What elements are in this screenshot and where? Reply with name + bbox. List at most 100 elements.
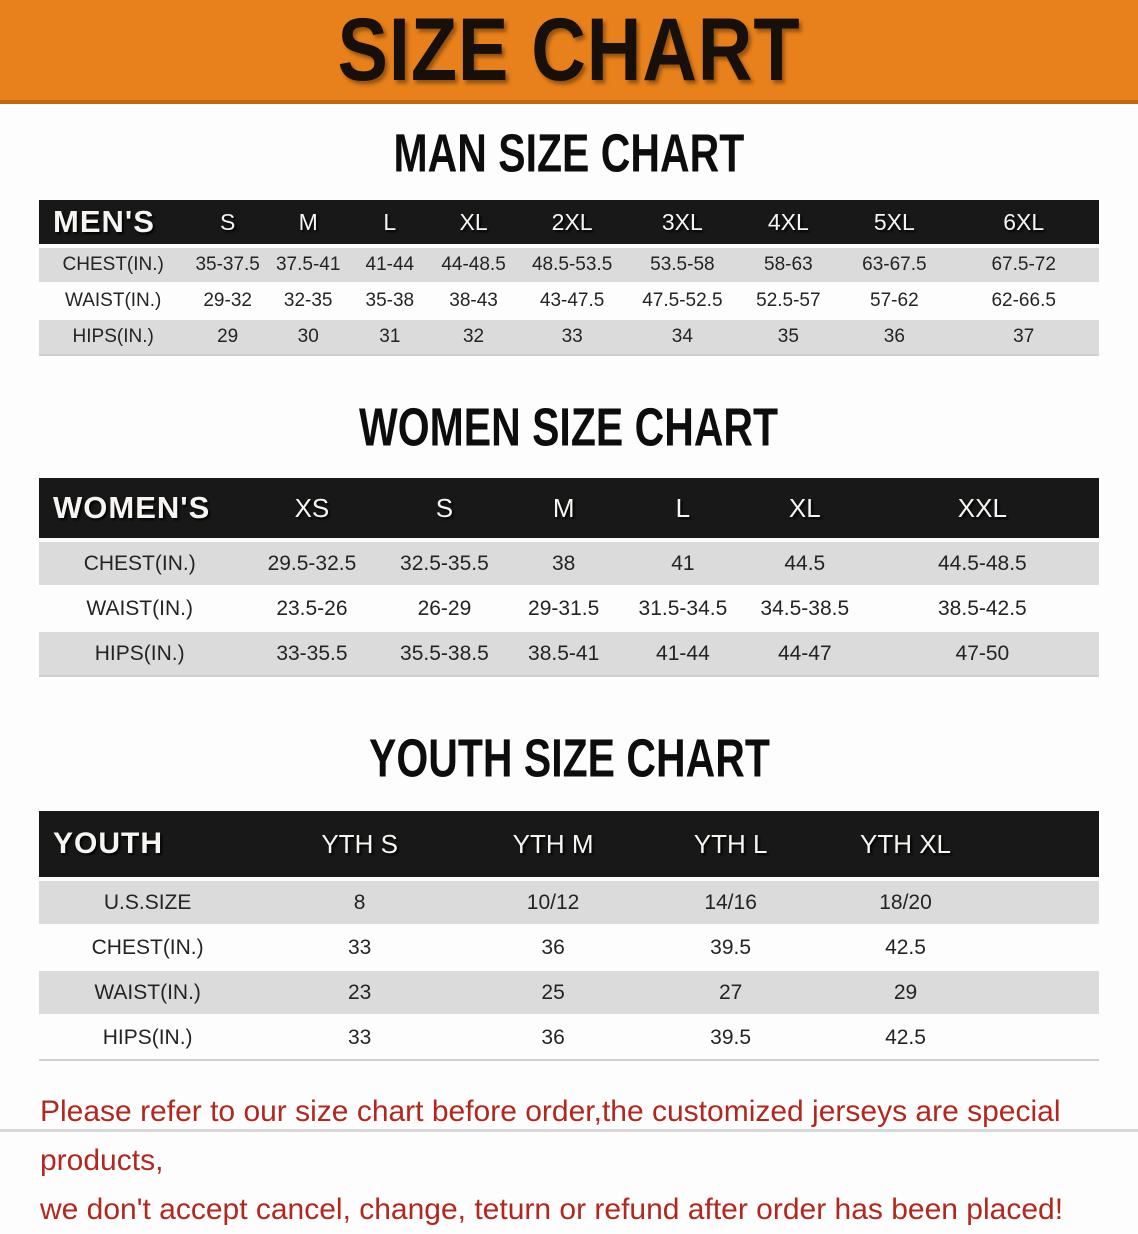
measurement-value-cell: 43-47.5 — [515, 283, 629, 320]
size-chart-banner: SIZE CHART — [0, 0, 1138, 104]
measurement-value-cell: 31.5-34.5 — [621, 586, 744, 632]
disclaimer-text: Please refer to our size chart before or… — [40, 1087, 1138, 1234]
measurement-value-cell: 10/12 — [462, 879, 644, 926]
measurement-value-cell: 33 — [515, 319, 629, 356]
measurement-value-cell: 36 — [840, 319, 949, 356]
table-title-cell: WOMEN'S — [39, 478, 241, 542]
measurement-value-cell: 53.5-58 — [628, 246, 737, 284]
size-header-cell: YTH XL — [818, 811, 993, 881]
size-header-cell: 2XL — [515, 200, 629, 248]
size-header-cell: 5XL — [840, 200, 949, 248]
banner-title: SIZE CHART — [337, 0, 801, 100]
measurement-value-cell — [992, 1015, 1099, 1061]
measurement-value-cell — [992, 879, 1099, 926]
measurement-value-cell: 38-43 — [431, 283, 516, 320]
women-size-section: WOMEN SIZE CHART WOMEN'S XS S M L XL XXL CHEST(… — [0, 396, 1138, 677]
size-header-cell: YTH S — [256, 811, 463, 881]
row-label-cell: WAIST(IN.) — [39, 586, 241, 632]
measurement-value-cell: 37.5-41 — [267, 246, 349, 284]
measurement-value-cell: 29-31.5 — [505, 586, 622, 632]
size-header-cell — [992, 811, 1099, 881]
measurement-value-cell: 33 — [256, 925, 463, 971]
disclaimer-line-2: we don't accept cancel, change, teturn o… — [40, 1193, 1064, 1226]
men-size-section: MAN SIZE CHART MEN'S S M L XL 2XL 3XL 4XL 5XL 6XL… — [0, 123, 1138, 356]
women-section-heading-text: WOMEN SIZE CHART — [359, 396, 779, 458]
measurement-value-cell: 67.5-72 — [948, 246, 1099, 284]
size-header-cell: L — [348, 200, 432, 248]
measurement-value-cell: 41-44 — [621, 631, 744, 677]
measurement-value-cell: 29.5-32.5 — [240, 540, 384, 587]
measurement-value-cell: 44.5-48.5 — [865, 540, 1099, 587]
measurement-value-cell: 26-29 — [383, 586, 506, 632]
table-row: HIPS(IN.) 29 30 31 32 33 34 35 36 37 — [39, 319, 1099, 356]
row-label-cell: WAIST(IN.) — [39, 970, 257, 1016]
row-label-cell: WAIST(IN.) — [39, 283, 188, 320]
measurement-value-cell: 38 — [505, 540, 622, 587]
measurement-value-cell: 25 — [462, 970, 644, 1016]
measurement-value-cell: 39.5 — [643, 925, 819, 971]
table-title-cell: YOUTH — [39, 811, 257, 881]
table-header-row: MEN'S S M L XL 2XL 3XL 4XL 5XL 6XL — [39, 200, 1099, 248]
measurement-value-cell: 58-63 — [736, 246, 841, 284]
row-label-cell: CHEST(IN.) — [39, 925, 257, 971]
row-label-cell: HIPS(IN.) — [39, 1015, 257, 1061]
measurement-value-cell: 44-47 — [743, 631, 866, 677]
measurement-value-cell: 33 — [256, 1015, 463, 1061]
measurement-value-cell: 47.5-52.5 — [628, 283, 737, 320]
women-section-heading: WOMEN SIZE CHART — [0, 396, 1138, 458]
size-header-cell: 4XL — [736, 200, 841, 248]
measurement-value-cell: 44.5 — [743, 540, 866, 587]
measurement-value-cell: 27 — [643, 970, 819, 1016]
size-header-cell: S — [383, 478, 506, 542]
measurement-value-cell: 52.5-57 — [736, 283, 841, 320]
measurement-value-cell: 48.5-53.5 — [515, 246, 629, 284]
table-row: CHEST(IN.) 29.5-32.5 32.5-35.5 38 41 44.5 44.5… — [39, 540, 1099, 587]
measurement-value-cell: 47-50 — [865, 631, 1099, 677]
table-row: HIPS(IN.) 33 36 39.5 42.5 — [39, 1015, 1099, 1061]
table-row: HIPS(IN.) 33-35.5 35.5-38.5 38.5-41 41-44 44-… — [39, 631, 1099, 677]
measurement-value-cell: 23 — [256, 970, 463, 1016]
table-row: CHEST(IN.) 35-37.5 37.5-41 41-44 44-48.5 48.5… — [39, 246, 1099, 284]
row-label-cell: CHEST(IN.) — [39, 540, 241, 587]
size-header-cell: L — [621, 478, 744, 542]
measurement-value-cell: 29 — [818, 970, 993, 1016]
measurement-value-cell: 34 — [628, 319, 737, 356]
size-header-cell: M — [267, 200, 349, 248]
men-section-heading: MAN SIZE CHART — [0, 123, 1138, 183]
measurement-value-cell: 41-44 — [348, 246, 432, 284]
measurement-value-cell: 38.5-42.5 — [865, 586, 1099, 632]
measurement-value-cell: 14/16 — [643, 879, 819, 926]
measurement-value-cell — [992, 925, 1099, 971]
measurement-value-cell: 8 — [256, 879, 463, 926]
measurement-value-cell: 29-32 — [187, 283, 268, 320]
table-header-row: YOUTH YTH S YTH M YTH L YTH XL — [39, 811, 1099, 881]
size-header-cell: XL — [431, 200, 516, 248]
youth-section-heading: YOUTH SIZE CHART — [0, 728, 1138, 788]
measurement-value-cell: 35-37.5 — [187, 246, 268, 284]
measurement-value-cell: 57-62 — [840, 283, 949, 320]
measurement-value-cell: 63-67.5 — [840, 246, 949, 284]
table-title-cell: MEN'S — [39, 200, 188, 248]
row-label-cell: CHEST(IN.) — [39, 246, 188, 284]
measurement-value-cell: 32.5-35.5 — [383, 540, 506, 587]
measurement-value-cell: 31 — [348, 319, 432, 356]
measurement-value-cell: 42.5 — [818, 925, 993, 971]
size-header-cell: YTH L — [643, 811, 819, 881]
women-size-table: WOMEN'S XS S M L XL XXL CHEST(IN.) 29.5-32.5 32.5… — [39, 478, 1099, 677]
size-header-cell: XXL — [865, 478, 1099, 542]
measurement-value-cell — [992, 970, 1099, 1016]
measurement-value-cell: 23.5-26 — [240, 586, 384, 632]
table-row: CHEST(IN.) 33 36 39.5 42.5 — [39, 925, 1099, 971]
measurement-value-cell: 18/20 — [818, 879, 993, 926]
row-label-cell: HIPS(IN.) — [39, 319, 188, 356]
table-row: WAIST(IN.) 29-32 32-35 35-38 38-43 43-47.5 47.… — [39, 283, 1099, 320]
measurement-value-cell: 35.5-38.5 — [383, 631, 506, 677]
youth-size-table: YOUTH YTH S YTH M YTH L YTH XL U.S.SIZE 8 10/12… — [39, 811, 1099, 1061]
size-header-cell: 3XL — [628, 200, 737, 248]
measurement-value-cell: 37 — [948, 319, 1099, 356]
table-header-row: WOMEN'S XS S M L XL XXL — [39, 478, 1099, 542]
measurement-value-cell: 36 — [462, 1015, 644, 1061]
measurement-value-cell: 32 — [431, 319, 516, 356]
disclaimer-line-1: Please refer to our size chart before or… — [40, 1095, 1061, 1177]
measurement-value-cell: 38.5-41 — [505, 631, 622, 677]
